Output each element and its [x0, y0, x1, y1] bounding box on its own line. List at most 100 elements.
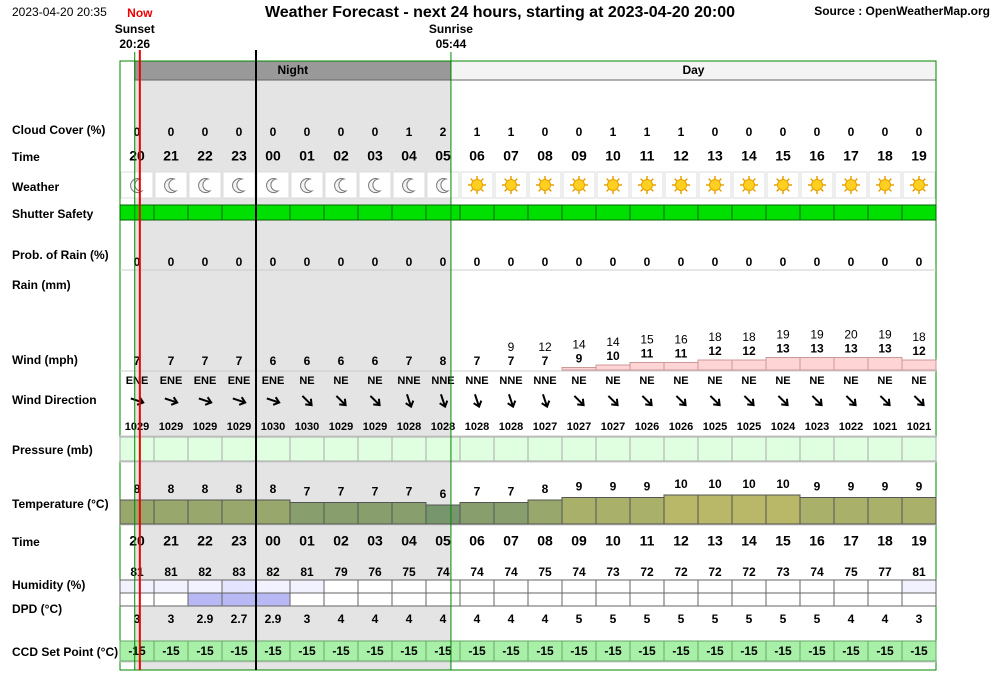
pressure-cell: [255, 436, 291, 462]
sun-ray: [708, 188, 712, 192]
hour: 14: [741, 148, 757, 164]
humidity: 74: [810, 565, 824, 579]
dpd: 2.7: [231, 612, 248, 626]
pressure-cell: [357, 436, 393, 462]
row-label: Time: [12, 535, 40, 549]
wind-gust: 12: [538, 340, 552, 354]
dpd-cell: [289, 592, 325, 607]
wind-gust: 14: [572, 338, 586, 352]
pressure-cell: [833, 436, 869, 462]
ccd-set-point: -15: [298, 644, 316, 658]
hour: 12: [673, 148, 689, 164]
wind-bar: [731, 359, 767, 371]
pressure-cell: [799, 436, 835, 462]
hour: 04: [401, 148, 417, 164]
sun-ray: [742, 178, 746, 182]
cloud-cover: 2: [440, 125, 447, 139]
humidity-cell: [731, 579, 767, 594]
wind-arrow: [675, 395, 687, 407]
row-label: Time: [12, 150, 40, 164]
hour: 02: [333, 148, 349, 164]
shutter-cell: [697, 204, 733, 221]
temperature-bar: [289, 502, 325, 525]
hour: 11: [640, 148, 655, 164]
wind-arrow: [541, 394, 551, 409]
cloud-cover: 1: [644, 125, 651, 139]
humidity-cell: [833, 579, 869, 594]
pressure: 1022: [839, 421, 863, 433]
sun-ray: [786, 178, 790, 182]
hour: 09: [571, 533, 587, 549]
hour: 23: [231, 148, 247, 164]
rain-probability: 0: [542, 255, 549, 269]
wind-speed: 6: [372, 354, 379, 368]
wind-bar: [833, 357, 869, 371]
hour: 06: [469, 148, 485, 164]
humidity-cell: [901, 579, 937, 594]
sun-ray: [650, 188, 654, 192]
wind-speed: 6: [304, 354, 311, 368]
temperature-bar: [527, 499, 563, 525]
dpd: 5: [746, 612, 753, 626]
wind-direction: NNE: [499, 375, 522, 387]
sun-ray: [606, 188, 610, 192]
sun-ray: [616, 188, 620, 192]
wind-speed: 6: [270, 354, 277, 368]
dpd: 4: [508, 612, 515, 626]
hour: 14: [741, 533, 757, 549]
dpd-cell: [765, 592, 801, 607]
sun-disc: [573, 179, 585, 191]
sun-icon: [808, 176, 826, 194]
hour: 13: [707, 148, 723, 164]
wind-speed: 9: [576, 352, 583, 366]
temperature-bar: [731, 494, 767, 525]
pressure-cell: [901, 436, 937, 462]
wind-arrow: [335, 395, 347, 407]
dpd: 4: [372, 612, 379, 626]
humidity: 82: [198, 565, 212, 579]
sun-disc: [913, 179, 925, 191]
sun-ray: [514, 188, 518, 192]
dpd: 5: [678, 612, 685, 626]
wind-speed: 12: [708, 344, 722, 358]
pressure: 1025: [737, 421, 761, 433]
wind-gust: 20: [844, 328, 858, 342]
sun-ray: [480, 178, 484, 182]
wind-speed: 13: [844, 342, 858, 356]
pressure-cell: [391, 436, 427, 462]
rain-probability: 0: [882, 255, 889, 269]
humidity: 72: [742, 565, 756, 579]
hour: 03: [367, 148, 383, 164]
sun-icon: [672, 176, 690, 194]
pressure-cell: [595, 436, 631, 462]
temperature: 7: [372, 485, 379, 499]
temperature-bar: [799, 497, 835, 525]
wind-gust: 18: [912, 330, 926, 344]
humidity-cell: [629, 579, 665, 594]
sun-disc: [641, 179, 653, 191]
humidity-cell: [153, 579, 189, 594]
pressure: 1027: [567, 421, 591, 433]
sun-ray: [572, 188, 576, 192]
wind-speed: 7: [202, 354, 209, 368]
wind-speed: 7: [134, 354, 141, 368]
sun-ray: [548, 178, 552, 182]
wind-arrow: [369, 395, 381, 407]
cloud-cover: 0: [780, 125, 787, 139]
humidity-cell: [391, 579, 427, 594]
hour: 19: [911, 148, 927, 164]
day-label: Day: [682, 63, 704, 77]
sun-ray: [820, 178, 824, 182]
hour: 20: [129, 148, 145, 164]
pressure-cell: [119, 436, 155, 462]
sun-ray: [922, 188, 926, 192]
temperature-bar: [901, 497, 937, 525]
ccd-set-point: -15: [366, 644, 384, 658]
cloud-cover: 0: [304, 125, 311, 139]
pressure: 1029: [329, 421, 353, 433]
rain-probability: 0: [202, 255, 209, 269]
humidity-cell: [595, 579, 631, 594]
humidity-cell: [323, 579, 359, 594]
temperature: 9: [576, 480, 583, 494]
sun-ray: [572, 178, 576, 182]
